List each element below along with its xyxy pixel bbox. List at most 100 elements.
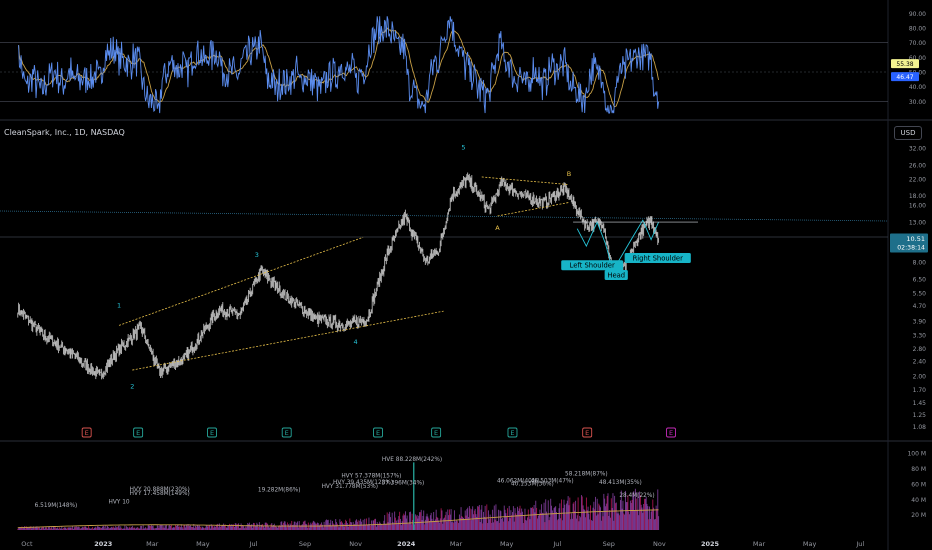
volume-bar xyxy=(609,510,611,530)
volume-bar xyxy=(444,515,446,530)
volume-bar xyxy=(134,527,136,530)
volume-bar xyxy=(257,524,259,530)
symbol-title: CleanSpark, Inc., 1D, NASDAQ xyxy=(4,128,125,137)
volume-bar xyxy=(239,527,241,530)
wave-label: 1 xyxy=(117,302,121,310)
volume-bar xyxy=(639,491,640,530)
volume-bar xyxy=(143,528,145,530)
earnings-marker: E xyxy=(376,429,380,437)
volume-bar xyxy=(254,525,256,530)
volume-bar xyxy=(170,524,172,530)
volume-bar xyxy=(278,525,280,530)
volume-bar xyxy=(334,525,336,530)
volume-bar xyxy=(39,528,41,530)
volume-bar xyxy=(201,526,203,530)
volume-bar xyxy=(141,528,143,530)
volume-bar xyxy=(70,527,72,530)
earnings-marker-box xyxy=(507,427,518,438)
volume-bar xyxy=(627,495,629,530)
volume-bar xyxy=(612,493,614,530)
volume-bar xyxy=(418,515,420,530)
volume-bar xyxy=(60,528,62,530)
volume-bar xyxy=(489,514,491,530)
volume-bar xyxy=(515,513,517,530)
last-price-box xyxy=(890,233,928,253)
volume-bar xyxy=(419,512,421,530)
volume-bar xyxy=(175,526,177,530)
currency-button[interactable]: USD xyxy=(894,126,922,140)
volume-bar xyxy=(516,514,518,530)
volume-annotation: 58.218M(87%) xyxy=(565,471,608,477)
volume-bar xyxy=(337,526,339,530)
volume-bar xyxy=(460,507,462,530)
volume-bar xyxy=(252,527,254,530)
trend-line xyxy=(0,210,889,222)
volume-bar xyxy=(19,527,21,530)
volume-annotation: HVY 17.458M(149%) xyxy=(130,491,190,497)
wave-label: 2 xyxy=(130,382,134,390)
volume-bar xyxy=(102,525,104,530)
volume-bar xyxy=(118,525,120,530)
volume-bar xyxy=(322,527,324,530)
volume-bar xyxy=(458,523,460,530)
volume-bar xyxy=(602,516,604,530)
volume-bar xyxy=(289,523,291,530)
volume-ma-line xyxy=(17,509,659,529)
volume-bar xyxy=(38,526,40,530)
volume-bar xyxy=(202,527,204,530)
volume-bar xyxy=(182,528,184,530)
volume-bar xyxy=(365,525,367,530)
volume-bar xyxy=(131,525,133,530)
volume-bar xyxy=(45,526,47,530)
volume-bar xyxy=(643,504,645,530)
volume-bar xyxy=(341,522,343,530)
volume-bar xyxy=(559,503,561,530)
volume-bar xyxy=(238,523,240,530)
volume-bar xyxy=(218,527,220,530)
volume-bar xyxy=(46,527,48,530)
volume-bar xyxy=(299,525,301,530)
volume-bar xyxy=(652,499,654,530)
volume-bar xyxy=(48,527,49,530)
volume-bar xyxy=(518,508,520,530)
volume-bar xyxy=(260,524,262,530)
volume-bar xyxy=(273,524,274,530)
volume-bar xyxy=(169,524,171,530)
volume-bar xyxy=(160,525,162,530)
volume-bar xyxy=(61,526,63,530)
volume-bar xyxy=(507,508,508,530)
volume-bar xyxy=(227,525,229,530)
volume-bar xyxy=(102,526,103,530)
x-tick-label: Nov xyxy=(653,540,666,548)
volume-bar xyxy=(456,520,458,530)
wave-label: 4 xyxy=(354,338,358,346)
volume-bar xyxy=(463,520,465,530)
volume-bar xyxy=(422,515,424,530)
x-tick-label: 2024 xyxy=(397,540,416,548)
volume-bar xyxy=(407,523,409,530)
volume-bar xyxy=(176,525,178,530)
volume-bar xyxy=(420,509,422,530)
volume-bar xyxy=(364,518,366,530)
volume-bar xyxy=(33,527,35,530)
volume-bar xyxy=(439,522,440,530)
volume-bar xyxy=(174,527,176,530)
price-tick-label: 1.70 xyxy=(913,387,927,394)
volume-bar xyxy=(63,528,64,530)
volume-bar xyxy=(186,524,188,530)
volume-bar xyxy=(618,513,620,530)
volume-bar xyxy=(192,527,194,530)
volume-bar xyxy=(610,517,611,530)
volume-bar xyxy=(50,527,52,530)
volume-bar xyxy=(590,520,592,530)
price-tick-label: 2.40 xyxy=(913,359,927,366)
volume-bar xyxy=(24,526,25,530)
volume-bar xyxy=(513,521,515,530)
volume-bar xyxy=(524,508,526,530)
volume-bar xyxy=(278,526,279,530)
volume-bar xyxy=(197,525,199,530)
volume-bar xyxy=(326,519,328,530)
volume-bar xyxy=(494,519,496,530)
volume-bar xyxy=(120,526,122,530)
volume-bar xyxy=(371,524,373,530)
